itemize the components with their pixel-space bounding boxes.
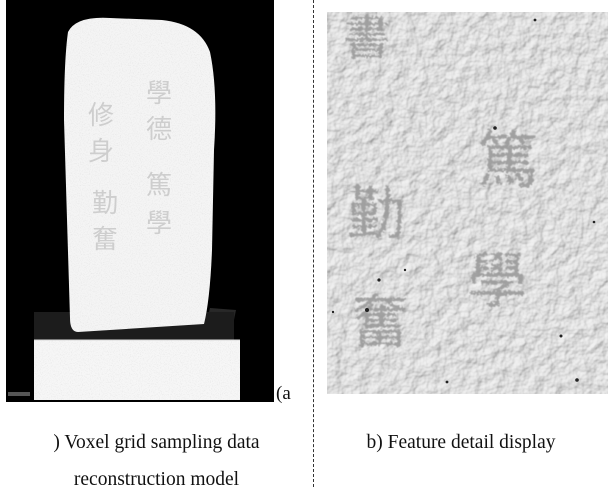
stele-reconstruction-render: 學 德 篤 學 修 身 勤 奮 [6,0,274,402]
panel-b-caption-line: b) Feature detail display [366,432,556,453]
panel-b-caption: b) Feature detail display [313,424,609,461]
detail-glyph: 勤 [347,180,405,248]
panel-a-caption-line: reconstruction model [73,469,240,490]
inscription-glyph: 德 [146,115,172,145]
base-block [34,340,240,400]
inscription-glyph: 奮 [92,225,118,255]
stele-body [64,17,216,333]
inscription-glyph: 篤 [146,171,172,201]
detail-glyph: 奮 [351,288,409,356]
inscription-glyph: 修 [88,101,114,131]
detail-glyph: 書 [343,12,391,66]
panel-a-label-suffix: (a [276,383,291,404]
inscription-glyph: 學 [146,209,172,239]
detail-glyph: 篤 [477,124,539,197]
panel-a-caption-line: ) Voxel grid sampling data [53,432,260,453]
feature-detail-render: 書 篤 勤 學 奮 [327,12,608,394]
inscription-glyph: 學 [146,79,172,109]
inscription-glyph: 身 [88,137,114,167]
detail-glyph: 學 [467,247,527,317]
panel-b-image: 書 篤 勤 學 奮 [327,12,608,394]
panel-a-caption: ) Voxel grid sampling data reconstructio… [0,424,313,498]
panel-divider [313,0,314,487]
inscription-glyph: 勤 [92,189,118,219]
panel-a-image: 學 德 篤 學 修 身 勤 奮 [6,0,274,402]
